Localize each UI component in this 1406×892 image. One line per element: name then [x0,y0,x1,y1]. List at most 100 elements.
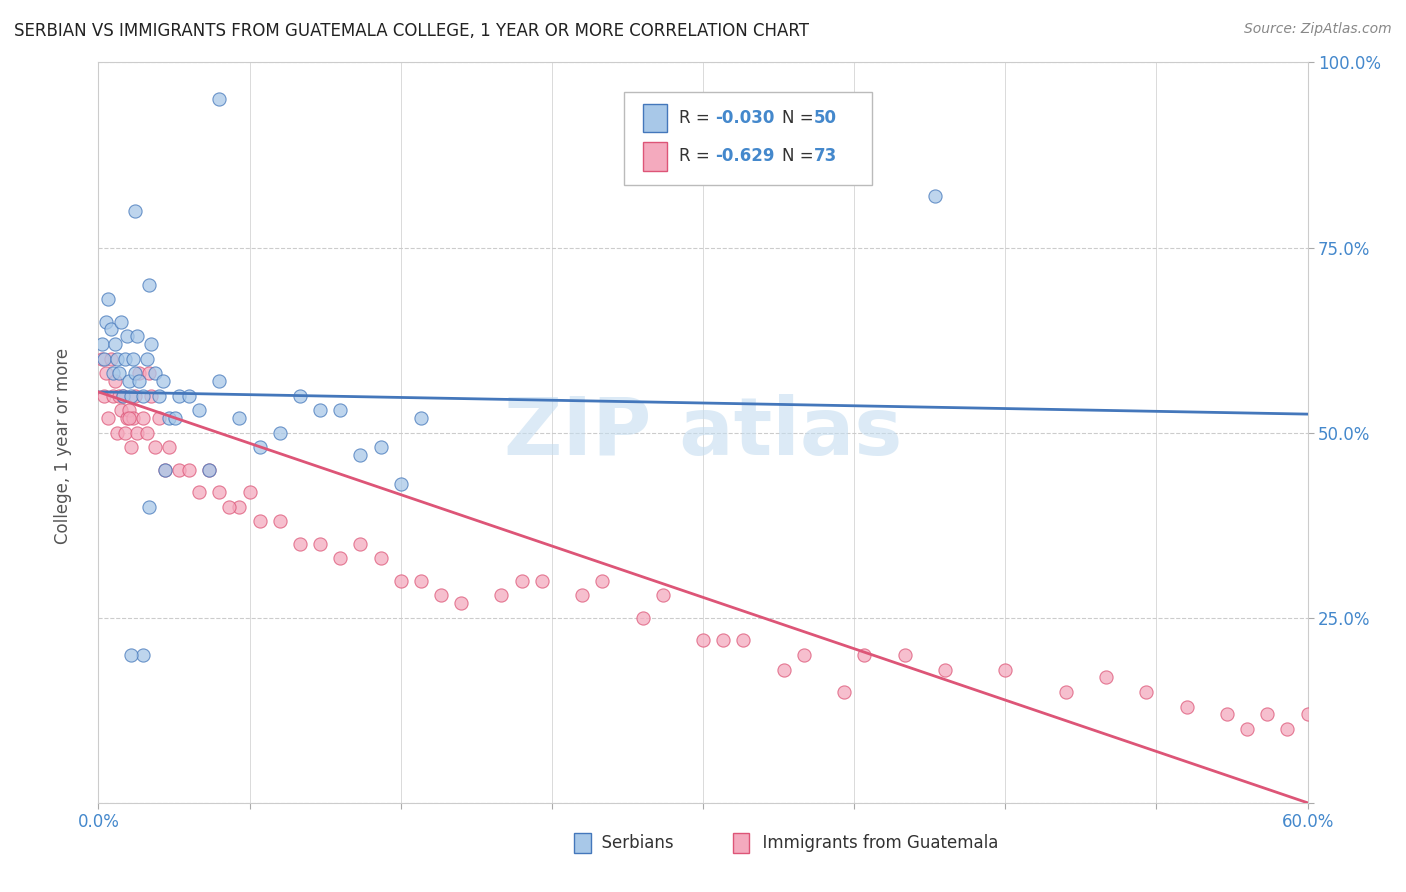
Point [1054,685,1077,699]
Point [157,410,180,425]
Text: -0.629: -0.629 [716,147,775,165]
Point [370,551,392,566]
Point [228,500,250,514]
Point [143,367,166,381]
Point [269,515,291,529]
Text: -0.030: -0.030 [716,109,775,127]
Point [1175,699,1198,714]
Point [1216,706,1239,721]
Point [139,336,162,351]
Point [120,648,142,662]
Point [118,403,141,417]
Point [208,484,231,499]
Point [409,410,432,425]
Point [329,551,352,566]
Point [793,648,815,662]
Point [100,351,122,366]
Point [124,388,146,402]
Point [389,574,412,588]
Point [198,462,221,476]
Point [111,388,134,402]
Point [733,632,755,647]
Point [143,441,166,455]
Point [114,351,136,366]
Point [118,410,141,425]
Text: College, 1 year or more: College, 1 year or more [55,348,72,544]
Point [103,336,125,351]
Text: SERBIAN VS IMMIGRANTS FROM GUATEMALA COLLEGE, 1 YEAR OR MORE CORRELATION CHART: SERBIAN VS IMMIGRANTS FROM GUATEMALA COL… [14,22,808,40]
Point [179,388,201,402]
Point [125,329,148,343]
Point [208,374,231,388]
Point [128,374,150,388]
Point [124,367,146,381]
Point [138,277,160,292]
Point [105,351,128,366]
Point [121,410,143,425]
Point [138,500,160,514]
Text: N =: N = [782,147,818,165]
Text: ZIP atlas: ZIP atlas [503,393,903,472]
Point [93,351,115,366]
Point [853,648,876,662]
Point [269,425,291,440]
FancyBboxPatch shape [574,833,591,853]
FancyBboxPatch shape [733,833,749,853]
Point [110,314,132,328]
Point [370,441,392,455]
Point [135,351,157,366]
Point [692,632,714,647]
Point [450,596,472,610]
Point [1135,685,1157,699]
Text: R =: R = [679,147,714,165]
Point [239,484,262,499]
Point [103,374,125,388]
Point [249,515,271,529]
Text: R =: R = [679,109,714,127]
Point [571,589,593,603]
Point [188,403,211,417]
Point [772,663,794,677]
Point [97,293,120,307]
Point [91,336,114,351]
Point [124,203,146,218]
Point [167,388,190,402]
Point [208,92,231,106]
Point [96,314,118,328]
Point [93,388,115,402]
Point [152,374,174,388]
Point [91,351,114,366]
FancyBboxPatch shape [624,92,872,185]
Point [1095,670,1118,684]
Point [530,574,553,588]
Point [139,388,162,402]
Point [934,663,956,677]
Point [179,462,201,476]
Point [309,403,332,417]
Point [198,462,221,476]
Point [128,367,150,381]
Point [138,367,160,381]
FancyBboxPatch shape [643,143,666,170]
Point [288,388,311,402]
Point [651,589,673,603]
Text: 50: 50 [814,109,837,127]
Point [218,500,240,514]
Point [349,536,371,550]
FancyBboxPatch shape [643,103,666,132]
Point [711,632,734,647]
Point [105,425,128,440]
Point [591,574,613,588]
Text: Serbians: Serbians [591,834,673,852]
Point [120,388,142,402]
Point [148,410,170,425]
Point [491,589,513,603]
Point [1256,706,1278,721]
Point [148,388,170,402]
Text: N =: N = [782,109,818,127]
Point [228,410,250,425]
Text: Source: ZipAtlas.com: Source: ZipAtlas.com [1244,22,1392,37]
Point [994,663,1017,677]
Point [163,410,186,425]
Point [100,322,122,336]
